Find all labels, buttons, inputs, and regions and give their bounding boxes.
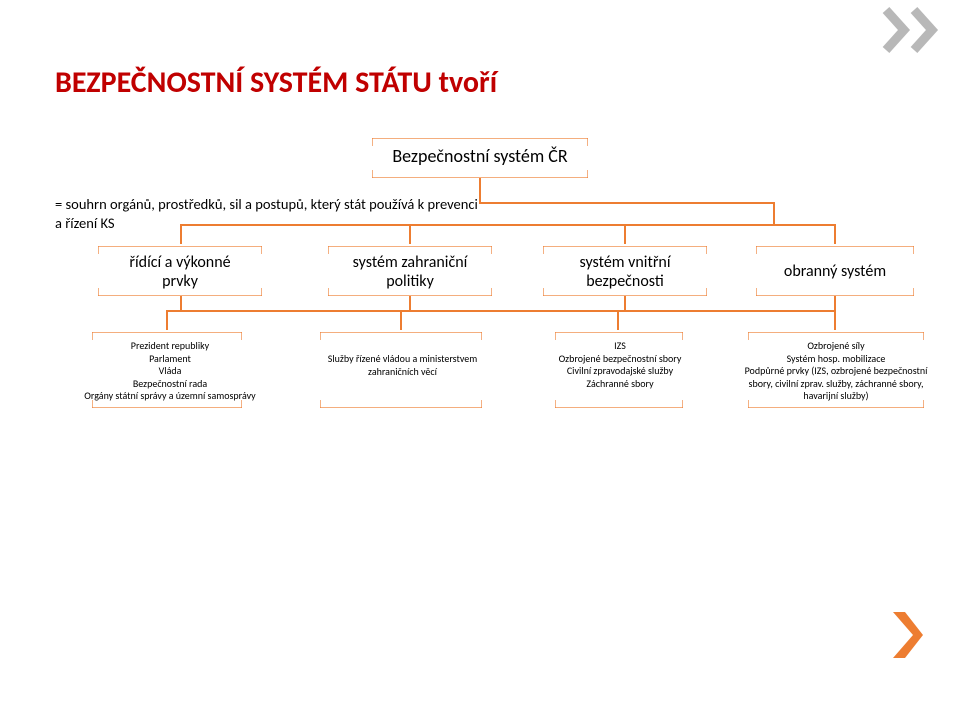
- connector: [180, 224, 182, 244]
- connector-bus-leaf: [166, 310, 836, 312]
- root-node-label: Bezpečnostní systém ČR: [375, 145, 585, 167]
- leaf-node-d: Ozbrojené síly Systém hosp. mobilizace P…: [725, 340, 947, 403]
- connector: [624, 224, 626, 244]
- subtitle-line-1: = souhrn orgánů, prostředků, sil a postu…: [55, 195, 478, 213]
- mid-node-a: řídící a výkonnéprvky: [100, 253, 260, 291]
- leaf-node-b: Služby řízené vládou a ministerstvem zah…: [290, 353, 515, 378]
- connector: [834, 310, 836, 330]
- connector-bus-mid: [180, 224, 835, 226]
- connector: [166, 310, 168, 330]
- connector: [409, 296, 411, 310]
- leaf-node-c: IZS Ozbrojené bezpečnostní sbory Civilní…: [520, 340, 720, 390]
- connector: [773, 202, 775, 224]
- bottom-chevron-icon: [891, 610, 925, 665]
- subtitle-line-2: a řízení KS: [55, 214, 115, 232]
- connector: [479, 202, 775, 204]
- connector: [479, 178, 481, 202]
- connector: [400, 310, 402, 330]
- connector: [180, 296, 182, 310]
- connector: [617, 310, 619, 330]
- leaf-node-a: Prezident republiky Parlament Vláda Bezp…: [55, 340, 285, 403]
- connector: [624, 296, 626, 310]
- mid-node-d: obranný systém: [758, 262, 912, 281]
- mid-node-c: systém vnitřníbezpečnosti: [545, 253, 705, 291]
- connector: [834, 224, 836, 244]
- page-title: BEZPEČNOSTNÍ SYSTÉM STÁTU tvoří: [55, 64, 497, 101]
- mid-node-b: systém zahraničnípolitiky: [330, 253, 490, 291]
- corner-chevrons-icon: [880, 4, 950, 61]
- connector: [409, 224, 411, 244]
- connector: [834, 296, 836, 310]
